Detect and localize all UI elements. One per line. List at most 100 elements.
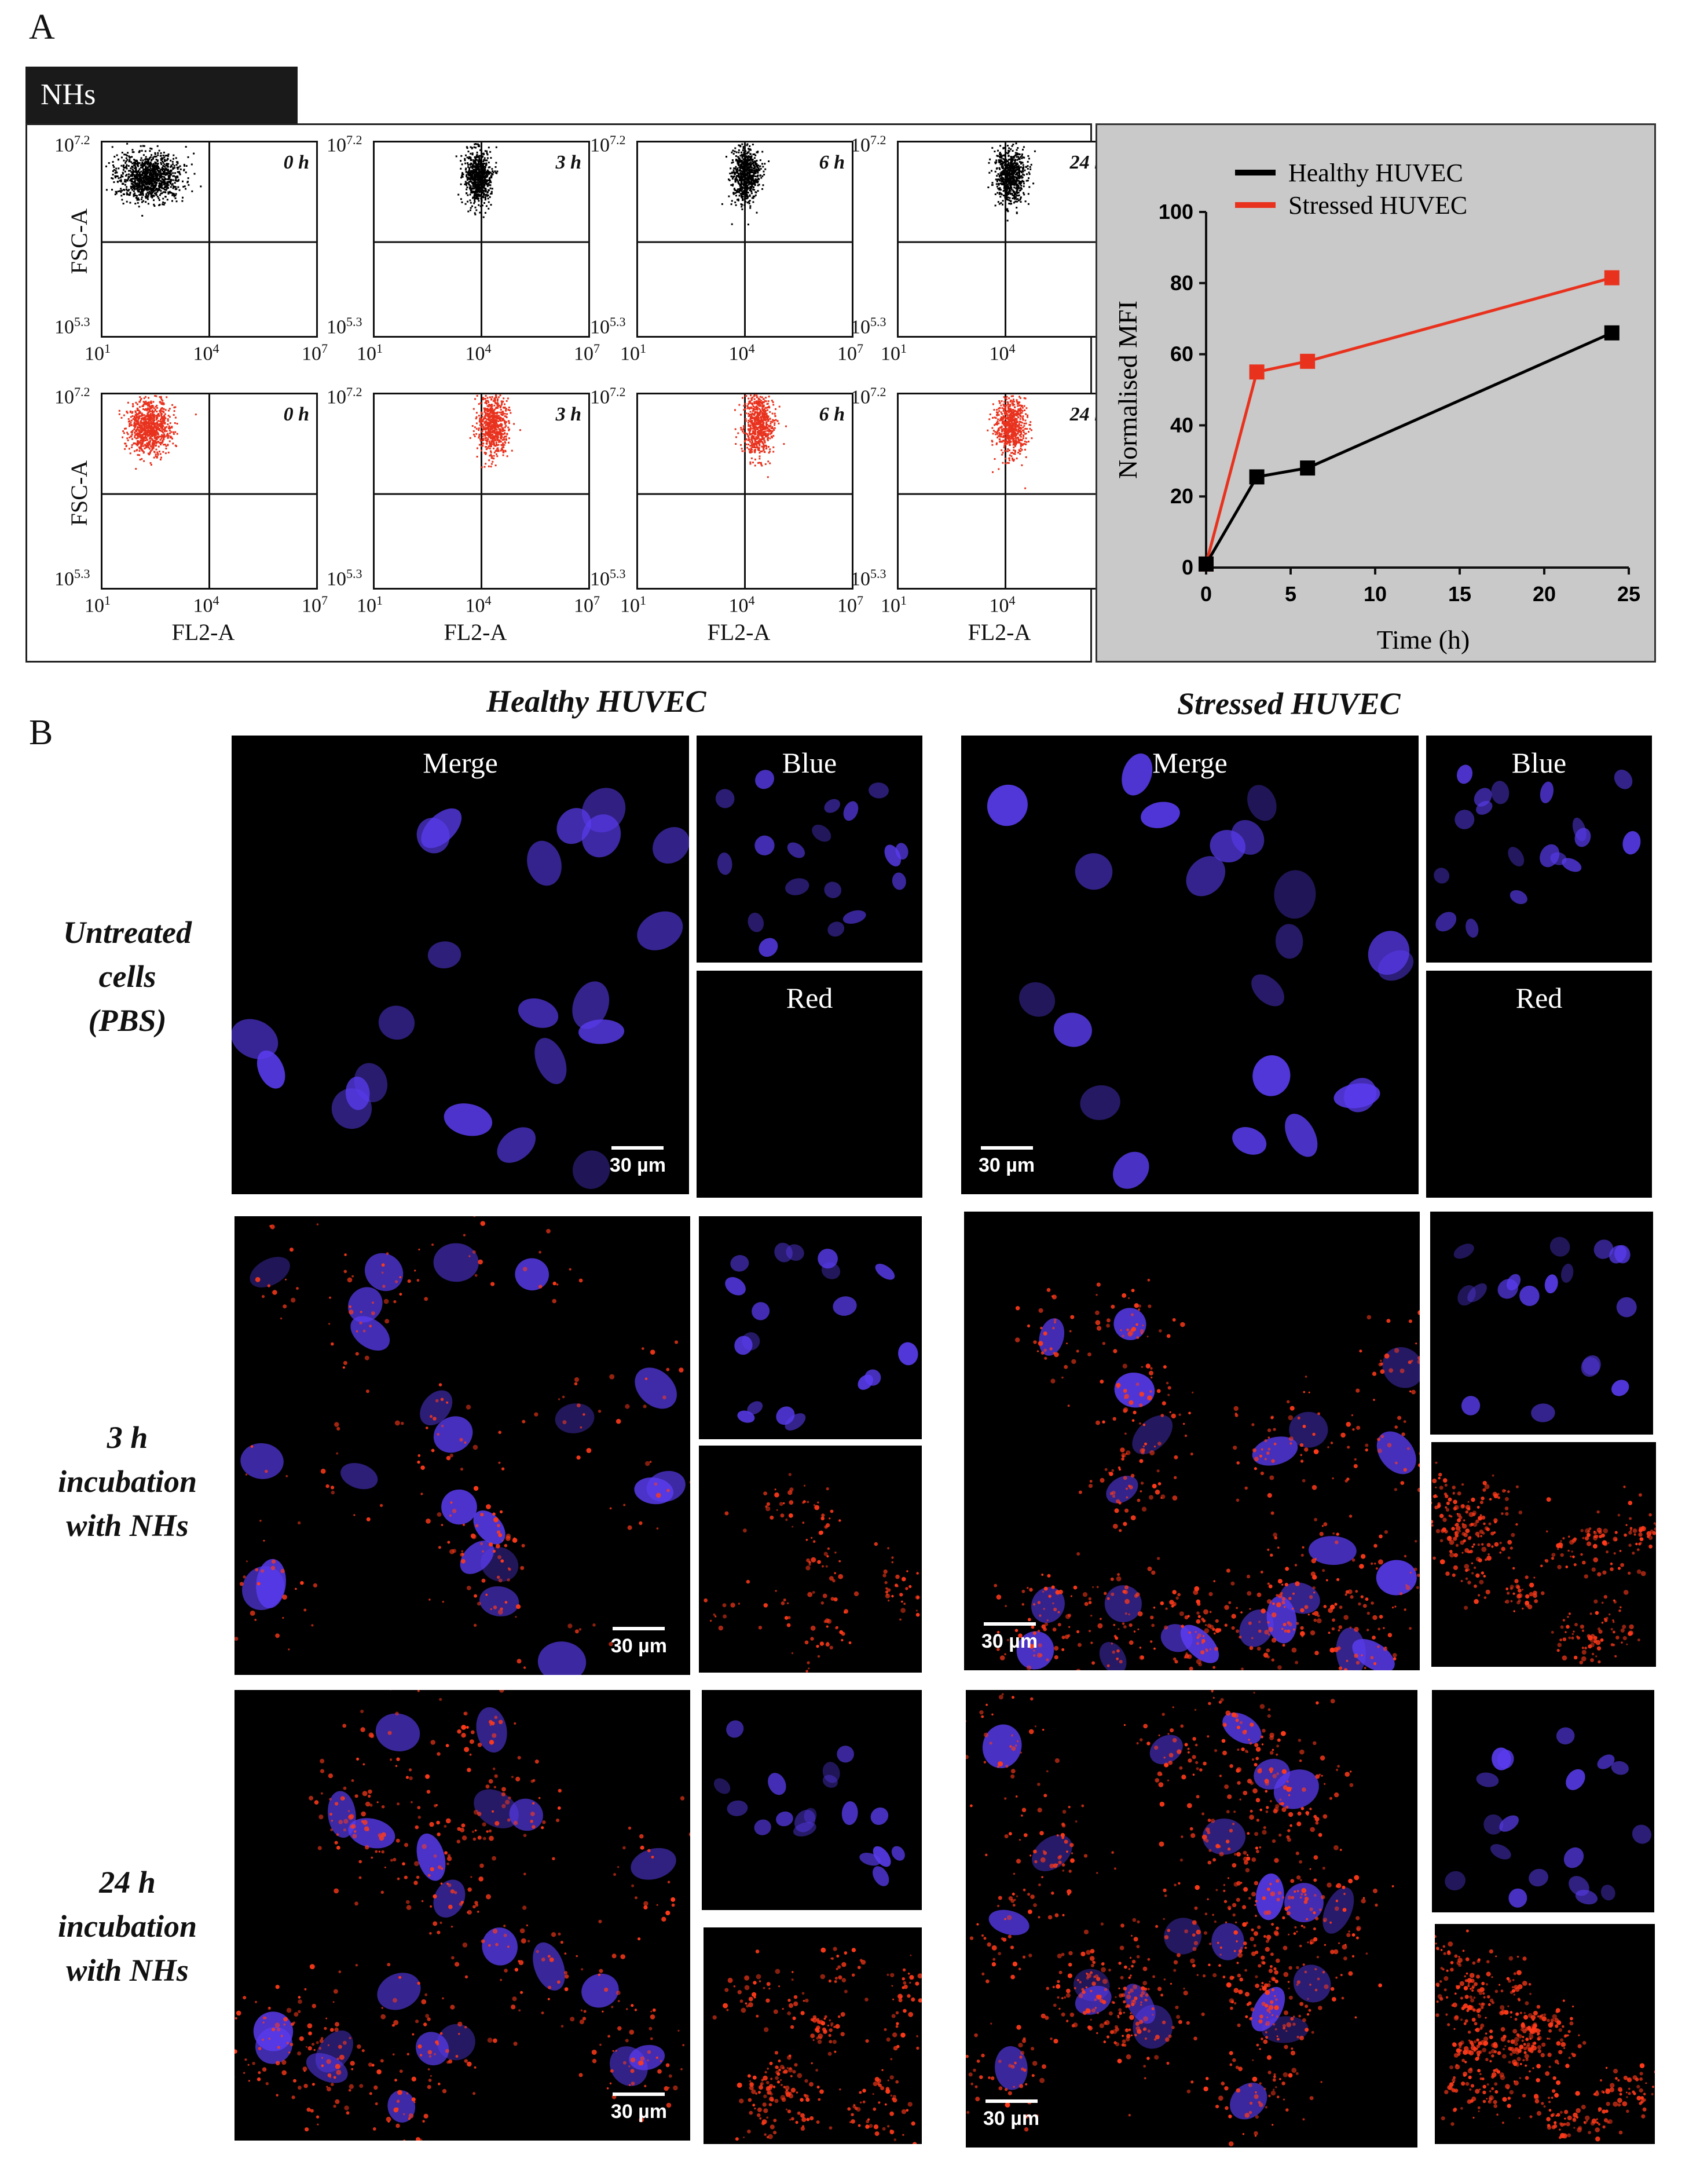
row-label-line: with NHs	[66, 1508, 189, 1543]
row-label-line: cells	[98, 959, 156, 994]
tick-base: 10	[54, 568, 74, 590]
x-tick-label: 104	[990, 341, 1016, 365]
x-tick-label: 101	[85, 593, 111, 617]
blue-channel-image: Blue	[1426, 736, 1652, 963]
tick-base: 10	[590, 568, 610, 590]
y-tick-bottom: 105.3	[590, 566, 626, 590]
micrograph-svg	[1453, 1236, 1637, 1422]
tick-exp: 7.2	[610, 133, 626, 147]
x-tick-label: 101	[620, 341, 646, 365]
scale-bar-line	[985, 2099, 1038, 2103]
data-point	[1199, 556, 1214, 572]
tick-exp: 1	[640, 593, 646, 608]
tick-base: 10	[851, 134, 870, 156]
red-channel-image	[1435, 1924, 1655, 2144]
cell-features	[987, 753, 1414, 1189]
scale-bar: 30 µm	[981, 1622, 1038, 1653]
tick-base: 10	[465, 343, 485, 365]
y-tick-label: 0	[1182, 555, 1193, 579]
micrograph-svg	[966, 1690, 1394, 2146]
x-tick-label: 25	[1617, 582, 1640, 606]
tick-base: 10	[193, 595, 213, 617]
tick-base: 10	[302, 595, 321, 617]
x-axis-title: FL2-A	[707, 619, 771, 645]
merge-channel-image: 30 µm	[235, 1690, 690, 2141]
tick-base: 10	[574, 595, 593, 617]
y-tick-label: 100	[1159, 200, 1193, 224]
event-dots	[118, 395, 197, 470]
micrograph-svg	[232, 788, 689, 1189]
tick-exp: 5.3	[610, 566, 626, 581]
micrograph-svg	[715, 770, 908, 957]
micrograph-svg	[713, 1720, 905, 1886]
flow-scatter-plot: 24 h	[897, 393, 1114, 590]
tick-base: 10	[837, 595, 857, 617]
series-line	[1204, 331, 1613, 565]
blue-label: Blue	[782, 747, 837, 779]
time-gate-label: 0 h	[284, 404, 309, 425]
tick-base: 10	[590, 316, 610, 338]
flow-scatter-svg: 3 h	[373, 393, 590, 590]
tick-base: 10	[54, 134, 74, 156]
row-label-line: with NHs	[66, 1953, 189, 1988]
x-axis-label: Time (h)	[1377, 625, 1470, 654]
tick-base: 10	[357, 343, 376, 365]
micrograph-svg	[1431, 1461, 1656, 1664]
y-tick-label: 40	[1170, 413, 1193, 437]
x-tick-label: 104	[193, 593, 219, 617]
red-channel-image	[1431, 1442, 1656, 1667]
cell-features	[994, 1278, 1420, 1670]
tick-base: 10	[85, 343, 104, 365]
flow-scatter-svg: 3 h	[373, 141, 590, 338]
x-tick-label: 107	[837, 341, 863, 365]
y-axis-label: Normalised MFI	[1113, 301, 1142, 479]
red-channel-image	[699, 1446, 922, 1673]
cell-features	[712, 1947, 922, 2144]
tick-exp: 4	[485, 341, 492, 356]
merge-channel-image: 30 µm	[235, 1216, 690, 1675]
blue-channel-image: Blue	[697, 736, 922, 963]
flow-scatter-plot: 6 h	[636, 393, 853, 590]
tick-exp: 7.2	[870, 385, 886, 399]
y-tick-top: 107.2	[54, 133, 90, 156]
event-dots	[734, 394, 787, 478]
data-point	[1604, 270, 1620, 286]
x-tick-label: 107	[302, 593, 328, 617]
data-point	[1300, 353, 1316, 369]
scale-bar-line	[983, 1622, 1036, 1626]
time-gate-label: 6 h	[819, 404, 845, 425]
time-gate-label: 3 h	[555, 152, 581, 173]
tick-exp: 7	[321, 341, 328, 356]
scale-bar-label: 30 µm	[609, 1154, 666, 1176]
flow-scatter-svg: 6 h	[636, 393, 853, 590]
row-label-line: incubation	[57, 1464, 197, 1499]
micrograph-svg	[712, 1947, 922, 2144]
blue-channel-image	[1430, 1212, 1653, 1435]
micrograph-svg	[1445, 1727, 1652, 1908]
tick-base: 10	[590, 386, 610, 408]
micrograph-svg	[725, 1242, 918, 1431]
cell-features	[725, 1242, 918, 1431]
tick-base: 10	[590, 134, 610, 156]
x-axis-title: FL2-A	[171, 619, 235, 645]
red-channel-image: Red	[697, 971, 922, 1198]
blue-channel-image	[699, 1216, 922, 1439]
x-tick-label: 101	[357, 593, 383, 617]
x-tick-label: 104	[466, 593, 492, 617]
flow-scatter-plot: 0 h	[101, 141, 318, 338]
tick-base: 10	[851, 386, 870, 408]
tick-exp: 4	[748, 341, 755, 356]
x-tick-label: 101	[357, 341, 383, 365]
flow-cytometry-grid: 0 h 107.2 105.3 101 104 107 3 h 107.2 105.3 101 10…	[25, 123, 1124, 663]
scale-bar-label: 30 µm	[981, 1630, 1038, 1652]
merge-label: Merge	[423, 747, 498, 779]
flow-scatter-svg: 6 h	[636, 141, 853, 338]
scale-bar-line	[611, 1146, 664, 1150]
tick-base: 10	[851, 316, 870, 338]
micrograph-svg	[1434, 764, 1641, 938]
merge-channel-image: Merge 30 µm	[961, 736, 1419, 1194]
tick-base: 10	[837, 343, 857, 365]
row-label-line: incubation	[57, 1909, 197, 1944]
cell-features	[704, 1473, 920, 1673]
y-tick-top: 107.2	[851, 385, 886, 408]
